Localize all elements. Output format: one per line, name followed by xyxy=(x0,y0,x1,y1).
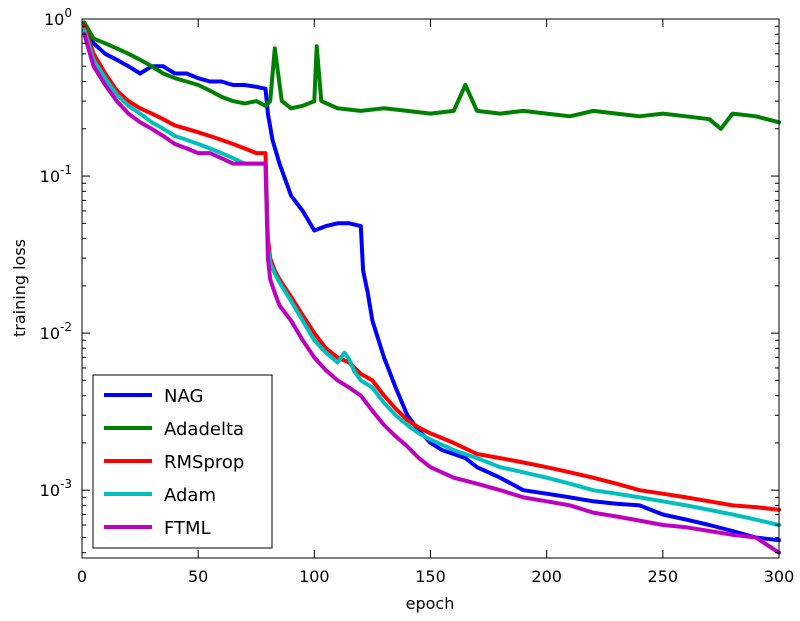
x-tick-label: 150 xyxy=(415,567,446,586)
x-tick-label: 300 xyxy=(764,567,795,586)
x-tick-label: 250 xyxy=(648,567,679,586)
series-layer xyxy=(82,20,781,555)
x-tick-label: 200 xyxy=(531,567,562,586)
legend-label-adam: Adam xyxy=(164,485,216,506)
axis-ticks: 0 50 100 150 200 250 300 100 10-1 10-2 10-3 xyxy=(40,6,795,586)
legend-label-rmsprop: RMSprop xyxy=(164,452,244,473)
x-tick-label: 50 xyxy=(188,567,208,586)
legend: NAG Adadelta RMSprop Adam FTML xyxy=(92,374,273,549)
legend-label-adadelta: Adadelta xyxy=(164,419,244,440)
y-tick-label: 10-1 xyxy=(40,163,72,186)
legend-label-nag: NAG xyxy=(164,386,203,407)
y-axis-label: training loss xyxy=(10,239,29,337)
series-line-rmsprop xyxy=(82,24,781,512)
y-tick-label: 100 xyxy=(44,6,72,29)
series-line-adam xyxy=(82,28,781,527)
series-line-ftml xyxy=(82,32,781,555)
y-tick-label: 10-3 xyxy=(40,477,72,500)
x-axis-label: epoch xyxy=(406,594,455,613)
x-tick-label: 100 xyxy=(299,567,330,586)
y-tick-label: 10-2 xyxy=(40,320,72,343)
x-tick-label: 0 xyxy=(77,567,87,586)
series-line-nag xyxy=(82,20,781,543)
series-line-adadelta xyxy=(82,20,781,131)
legend-label-ftml: FTML xyxy=(164,518,211,539)
